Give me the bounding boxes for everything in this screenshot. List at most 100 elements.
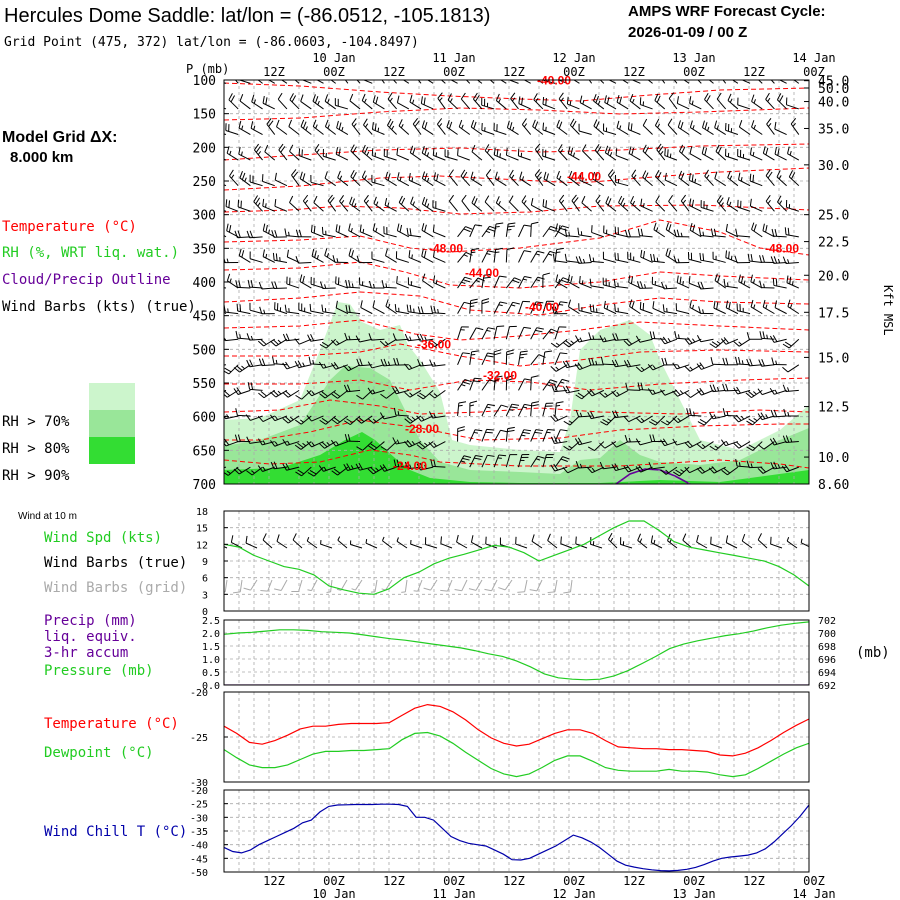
wind-barb [330, 579, 333, 592]
wind-barb-feather [501, 404, 509, 408]
wind-barb-feather [424, 121, 428, 130]
wind-barb [704, 99, 714, 110]
wind-barb [655, 415, 666, 426]
wind-barb-feather [345, 279, 348, 288]
wind-barb-feather [548, 330, 554, 334]
wind-barb-feather [380, 393, 387, 399]
wind-barb-feather [282, 417, 289, 424]
wind-barb-feather [536, 327, 544, 330]
wind-barb [621, 80, 629, 84]
wind-barb [591, 466, 605, 474]
wind-barb-feather [674, 330, 677, 339]
wind-barb-feather [517, 591, 525, 593]
wind-barb [433, 231, 446, 238]
wind-barb-feather [735, 228, 738, 236]
wind-barb-feather [499, 301, 508, 304]
wind-barb-feather [379, 340, 386, 347]
wind-barb-feather [725, 250, 728, 258]
wind-barb-feather [717, 275, 721, 283]
wind-barb-feather [319, 419, 327, 425]
wind-barb-feather [787, 227, 790, 236]
wind-barb [350, 150, 361, 161]
wind-barb-feather [393, 459, 397, 467]
wind-barb-feather [506, 247, 515, 250]
wind-barb [558, 200, 568, 212]
isotherm-label: -28.00 [405, 422, 439, 436]
wind-barb-feather [581, 195, 586, 203]
wind-barb-feather [766, 334, 768, 339]
wind-barb-feather [534, 169, 541, 176]
wind-barb-feather [463, 301, 472, 305]
wind-barb [509, 175, 519, 187]
wind-barb [530, 377, 532, 391]
wind-barb-feather [416, 463, 421, 471]
wind-barb [337, 177, 349, 187]
wind-barb-feather [414, 120, 420, 127]
wind-barb [640, 466, 653, 473]
wind-barb-feather [233, 468, 240, 475]
wind-barb-feather [228, 224, 232, 233]
wind-barb-feather [782, 256, 787, 264]
wind-barb [616, 101, 629, 110]
wind-barb-feather [713, 300, 716, 309]
wind-barb [642, 176, 653, 187]
wind-barb-feather [473, 431, 478, 434]
pressure-tick-label: 700 [193, 478, 216, 493]
wind-barb [637, 540, 648, 549]
wind-barb [678, 126, 690, 135]
wind-barb-feather [396, 439, 400, 444]
wind-barb [239, 177, 251, 187]
wind-barb [716, 201, 727, 212]
wind-barb [518, 301, 524, 314]
pressure-tick-label: 700 [818, 629, 836, 640]
wind-barb [499, 80, 507, 84]
wind-barb [422, 441, 434, 450]
wind-barb-feather [217, 336, 219, 340]
wind-barb-feather [615, 148, 618, 156]
wind-barb-feather [656, 143, 662, 151]
wind-barb-feather [738, 120, 743, 128]
wind-barb-feather [399, 176, 402, 181]
wind-barb [361, 415, 373, 424]
wind-barb-feather [461, 384, 466, 387]
wind-barb-feather [733, 387, 739, 395]
wind-barb-feather [460, 92, 466, 100]
wind-barb-feather [282, 362, 288, 370]
wind-barb-feather [392, 387, 397, 394]
wind-barb-feather [752, 174, 755, 183]
wind-barb [422, 178, 434, 187]
wind-barb-feather [331, 418, 338, 425]
wind-barb-feather [642, 170, 647, 178]
wind-barb-feather [230, 95, 235, 103]
wind-barb-feather [553, 463, 559, 471]
wind-barb [408, 179, 422, 187]
wind-barb-feather [506, 120, 510, 128]
wind-barb-feather [563, 420, 571, 426]
wind-barb-feather [784, 341, 792, 347]
wind-barb [593, 125, 605, 135]
wind-barb [556, 338, 568, 348]
wind-barb-feather [396, 276, 398, 284]
wind-barb-feather [217, 98, 218, 105]
wind-barb [519, 178, 531, 187]
wind-barb-feather [716, 195, 722, 202]
wind-barb-feather [474, 224, 483, 227]
wind-barb-feather [512, 279, 520, 284]
wind-barb-feather [404, 363, 410, 370]
wind-barb [382, 540, 393, 549]
wind-barb [314, 149, 324, 161]
wind-barb [737, 310, 751, 315]
wind-barb [751, 126, 763, 135]
wind-barb-feather [660, 439, 666, 446]
wind-barb-feather [726, 411, 729, 416]
wind-barb-feather [762, 255, 765, 263]
wind-barb-feather [250, 121, 254, 129]
wind-barb [469, 378, 475, 391]
wind-barb-feather [624, 229, 628, 238]
wind-barb-feather [239, 304, 242, 312]
wind-barb-feather [574, 438, 580, 446]
wind-barb-feather [542, 96, 545, 105]
wind-barb [249, 338, 263, 341]
wind-barb-feather [294, 361, 300, 368]
wind-barb [515, 543, 528, 549]
